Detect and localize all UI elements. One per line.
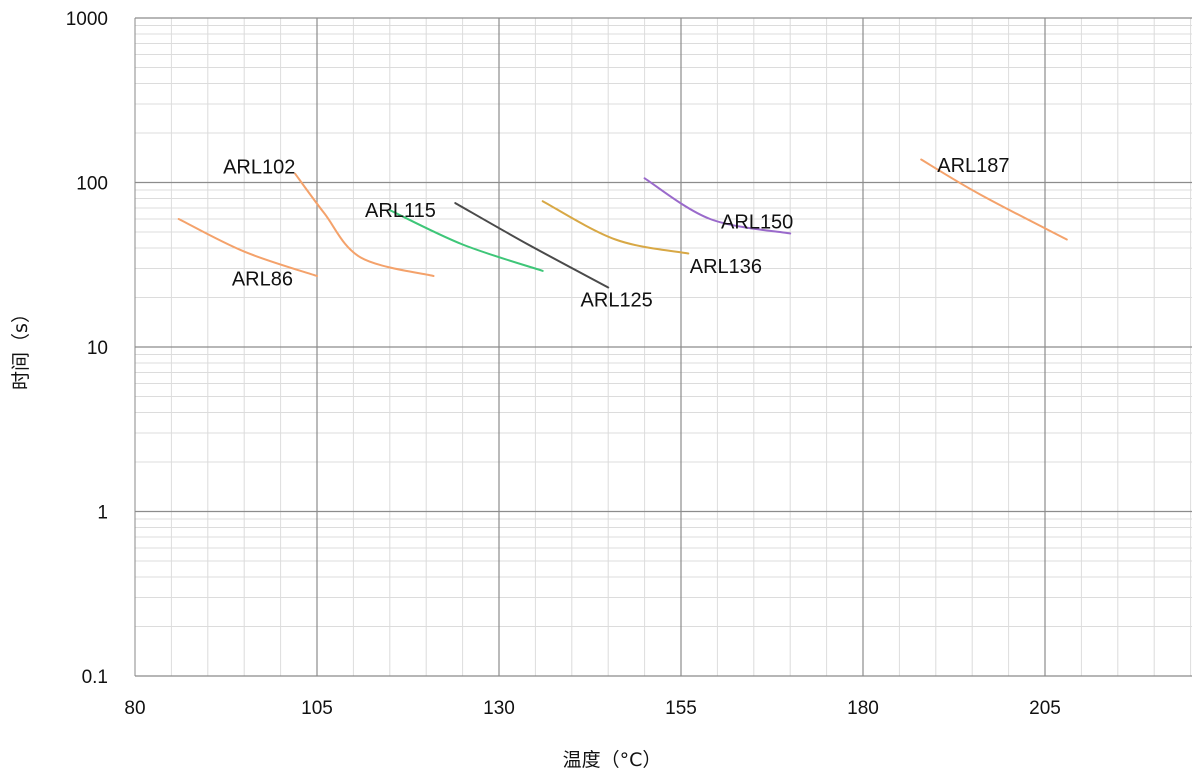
series-label-arl150: ARL150 [721, 211, 793, 233]
series-line-arl187 [920, 158, 1068, 241]
series-label-arl125: ARL125 [581, 289, 653, 311]
x-tick-label: 205 [1029, 698, 1061, 719]
y-tick-labels: 0.1 1 10 100 1000 [66, 9, 108, 688]
series-label-arl102: ARL102 [223, 157, 295, 179]
y-tick-label: 1 [97, 503, 108, 524]
x-tick-label: 105 [301, 698, 333, 719]
x-tick-label: 80 [124, 698, 145, 719]
x-axis-title: 温度（°C） [563, 749, 662, 771]
x-tick-label: 155 [665, 698, 697, 719]
x-tick-label: 180 [847, 698, 879, 719]
series-line-arl150 [643, 177, 792, 235]
y-tick-label: 10 [87, 338, 108, 359]
series-line-arl86 [177, 218, 318, 277]
series-label-arl115: ARL115 [365, 200, 436, 222]
y-tick-label: 1000 [66, 9, 108, 30]
series-label-arl187: ARL187 [937, 155, 1009, 177]
series-labels: ARL86 ARL102 ARL115 ARL125 ARL136 ARL150 ARL18… [223, 155, 1009, 311]
y-tick-label: 100 [76, 174, 108, 195]
series-line-arl125 [454, 202, 610, 289]
x-tick-label: 130 [483, 698, 515, 719]
x-tick-labels: 80 105 130 155 180 205 [124, 698, 1060, 719]
series-lines [177, 158, 1068, 289]
y-tick-label: 0.1 [82, 667, 108, 688]
y-axis-title: 时间（s） [10, 304, 32, 390]
series-line-arl136 [541, 200, 690, 255]
series-label-arl86: ARL86 [232, 269, 293, 291]
series-label-arl136: ARL136 [690, 256, 762, 278]
series-line-arl115 [388, 209, 544, 272]
series-line-arl102 [294, 172, 435, 277]
